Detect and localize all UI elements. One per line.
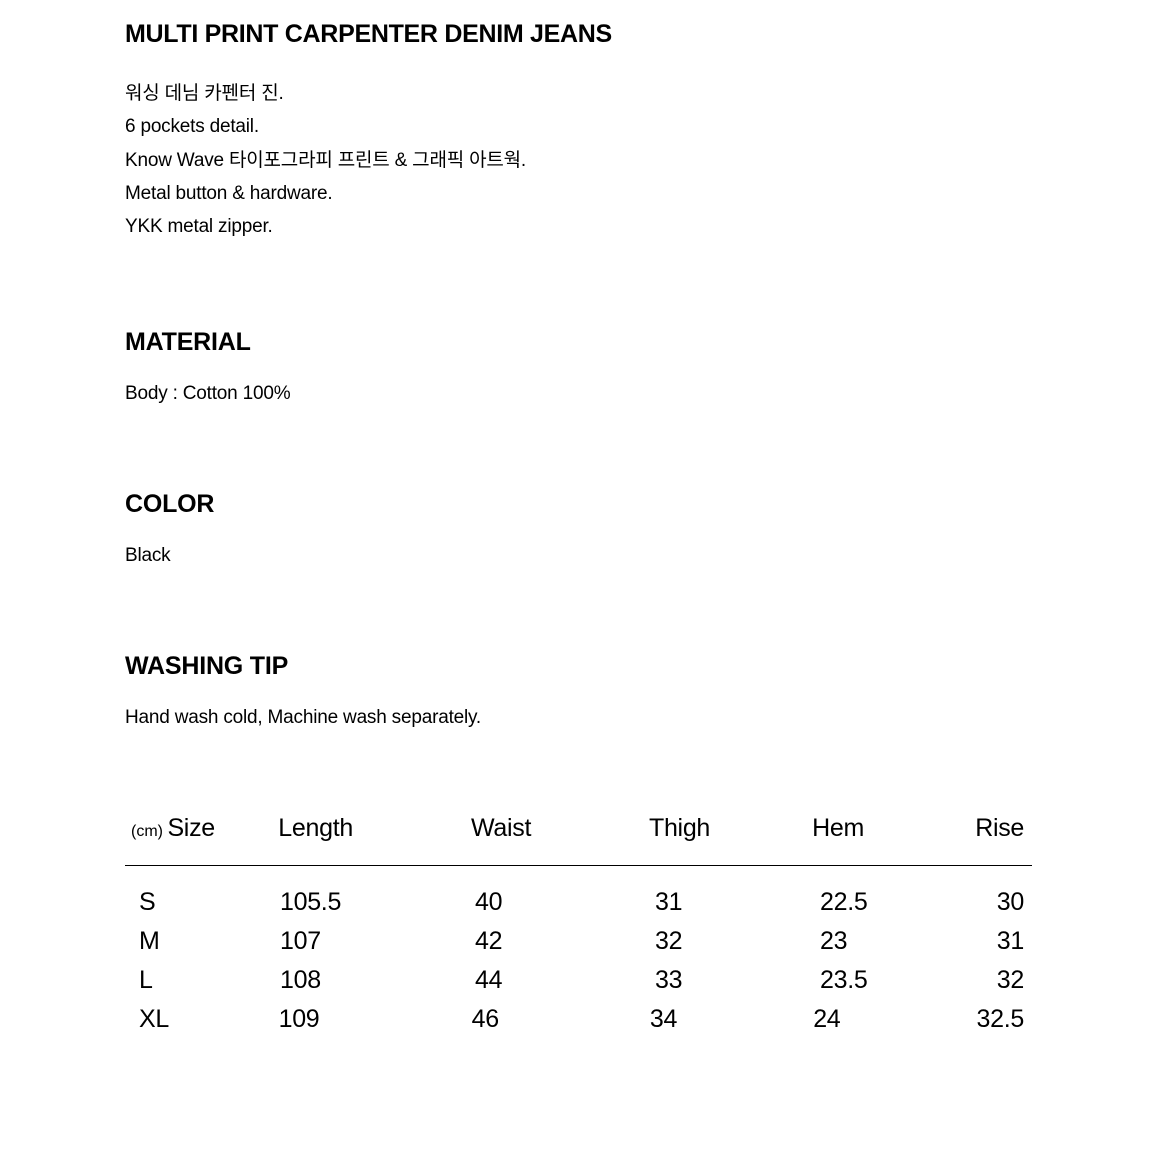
cell-length: 105.5 <box>280 888 475 917</box>
cell-thigh: 33 <box>655 966 820 995</box>
cell-rise: 32.5 <box>977 1005 1032 1034</box>
washing-value: Hand wash cold, Machine wash separately. <box>125 707 1032 729</box>
material-heading: MATERIAL <box>125 328 1032 357</box>
description-line: Know Wave 타이포그라피 프린트 & 그래픽 아트웍. <box>125 144 1032 177</box>
description-line: YKK metal zipper. <box>125 210 1032 243</box>
cell-waist: 46 <box>472 1005 650 1034</box>
description-line: 워싱 데님 카펜터 진. <box>125 77 1032 110</box>
description-line: Metal button & hardware. <box>125 177 1032 210</box>
description-line: 6 pockets detail. <box>125 110 1032 143</box>
cell-thigh: 31 <box>655 888 820 917</box>
table-row: XL 109 46 34 24 32.5 <box>125 1005 1032 1034</box>
header-size: Size <box>167 814 214 842</box>
washing-section: WASHING TIP Hand wash cold, Machine wash… <box>125 652 1032 729</box>
column-header-rise: Rise <box>975 814 1032 843</box>
table-body: S 105.5 40 31 22.5 30 M 107 42 32 23 31 … <box>125 866 1032 1034</box>
column-header-length: Length <box>278 814 471 843</box>
washing-heading: WASHING TIP <box>125 652 1032 681</box>
cell-rise: 32 <box>985 966 1032 995</box>
cell-size: L <box>125 966 280 995</box>
cell-length: 109 <box>279 1005 472 1034</box>
column-header-size: (cm) Size <box>125 814 278 843</box>
table-header-row: (cm) Size Length Waist Thigh Hem Rise <box>125 814 1032 866</box>
cell-thigh: 32 <box>655 927 820 956</box>
color-value: Black <box>125 545 1032 567</box>
product-title: MULTI PRINT CARPENTER DENIM JEANS <box>125 20 1032 49</box>
cell-thigh: 34 <box>650 1005 813 1034</box>
cell-rise: 30 <box>985 888 1032 917</box>
material-value: Body : Cotton 100% <box>125 383 1032 405</box>
cell-waist: 44 <box>475 966 655 995</box>
cell-waist: 42 <box>475 927 655 956</box>
cell-waist: 40 <box>475 888 655 917</box>
color-section: COLOR Black <box>125 490 1032 567</box>
material-section: MATERIAL Body : Cotton 100% <box>125 328 1032 405</box>
product-description: 워싱 데님 카펜터 진. 6 pockets detail. Know Wave… <box>125 77 1032 243</box>
cell-length: 107 <box>280 927 475 956</box>
cell-length: 108 <box>280 966 475 995</box>
cell-rise: 31 <box>985 927 1032 956</box>
column-header-hem: Hem <box>812 814 975 843</box>
cell-size: XL <box>125 1005 279 1034</box>
cell-size: S <box>125 888 280 917</box>
table-row: S 105.5 40 31 22.5 30 <box>125 888 1032 917</box>
cell-size: M <box>125 927 280 956</box>
cell-hem: 24 <box>813 1005 976 1034</box>
color-heading: COLOR <box>125 490 1032 519</box>
column-header-waist: Waist <box>471 814 649 843</box>
unit-label: (cm) <box>131 823 163 840</box>
size-table: (cm) Size Length Waist Thigh Hem Rise S … <box>125 814 1032 1034</box>
cell-hem: 22.5 <box>820 888 985 917</box>
cell-hem: 23 <box>820 927 985 956</box>
cell-hem: 23.5 <box>820 966 985 995</box>
column-header-thigh: Thigh <box>649 814 812 843</box>
table-row: L 108 44 33 23.5 32 <box>125 966 1032 995</box>
table-row: M 107 42 32 23 31 <box>125 927 1032 956</box>
